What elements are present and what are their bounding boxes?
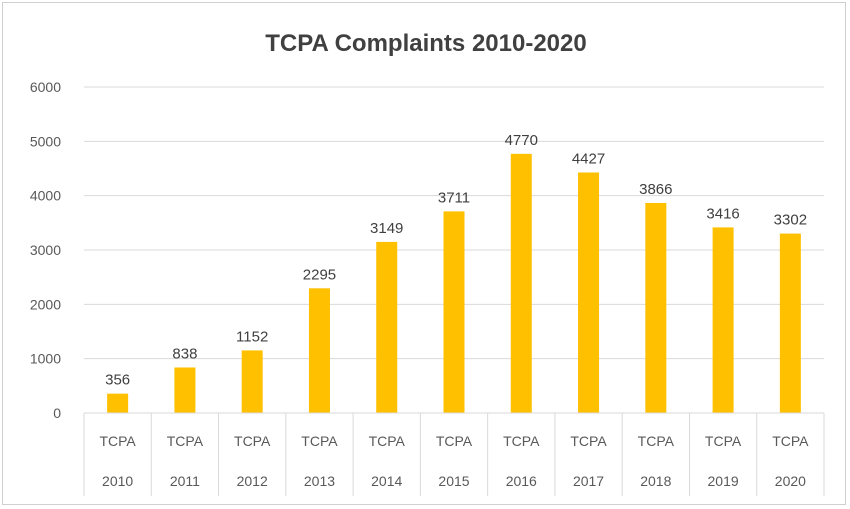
bar <box>779 233 801 413</box>
y-tick-label: 6000 <box>30 79 61 95</box>
data-label: 1152 <box>236 328 268 345</box>
data-label: 3149 <box>370 220 403 237</box>
data-label: 4427 <box>572 150 605 167</box>
x-year-label: 2015 <box>438 473 469 489</box>
x-year-label: 2020 <box>775 473 806 489</box>
x-category-label: TCPA <box>570 433 607 449</box>
y-tick-label: 5000 <box>30 133 61 149</box>
y-axis-ticks: 0 1000 2000 3000 4000 5000 6000 <box>30 79 61 421</box>
x-year-label: 2011 <box>170 473 200 489</box>
bar <box>712 227 734 413</box>
bar <box>241 350 263 413</box>
y-tick-label: 0 <box>53 405 61 421</box>
bar <box>645 202 667 413</box>
data-label: 3416 <box>706 205 739 222</box>
data-label: 2295 <box>303 266 336 283</box>
bar <box>308 288 330 413</box>
bar <box>578 172 600 413</box>
x-axis: TCPA 2010 TCPA 2011 TCPA 2012 TCPA 2013 TCPA 2014… <box>83 412 825 496</box>
x-year-label: 2019 <box>708 473 739 489</box>
x-category-label: TCPA <box>705 433 742 449</box>
x-year-label: 2010 <box>102 473 133 489</box>
y-tick-label: 1000 <box>30 351 61 367</box>
bar <box>174 367 196 413</box>
x-year-label: 2014 <box>371 473 402 489</box>
data-label: 3866 <box>639 181 672 198</box>
bars <box>107 153 801 413</box>
x-category-label: TCPA <box>369 433 406 449</box>
x-category-label: TCPA <box>167 433 204 449</box>
x-category-label: TCPA <box>436 433 473 449</box>
y-tick-label: 2000 <box>30 296 61 312</box>
x-category-label: TCPA <box>772 433 809 449</box>
x-year-label: 2017 <box>573 473 604 489</box>
data-label: 838 <box>172 345 197 362</box>
x-category-label: TCPA <box>99 433 136 449</box>
data-labels: 356 838 1152 2295 3149 3711 4770 4427 3866 3416 33… <box>105 132 807 389</box>
bar <box>510 153 532 413</box>
chart-title: TCPA Complaints 2010-2020 <box>265 30 586 57</box>
x-year-label: 2012 <box>237 473 268 489</box>
data-label: 3711 <box>438 189 470 206</box>
x-year-label: 2016 <box>506 473 537 489</box>
x-category-label: TCPA <box>301 433 338 449</box>
y-tick-label: 3000 <box>30 242 61 258</box>
data-label: 3302 <box>774 212 807 229</box>
data-label: 4770 <box>505 132 538 149</box>
bar <box>107 393 129 413</box>
x-year-label: 2018 <box>640 473 671 489</box>
x-category-label: TCPA <box>638 433 675 449</box>
x-category-label: TCPA <box>503 433 540 449</box>
bar <box>376 241 398 413</box>
x-category-label: TCPA <box>234 433 271 449</box>
x-year-label: 2013 <box>304 473 335 489</box>
y-tick-label: 4000 <box>30 188 61 204</box>
bar <box>443 211 465 413</box>
data-label: 356 <box>105 372 130 389</box>
